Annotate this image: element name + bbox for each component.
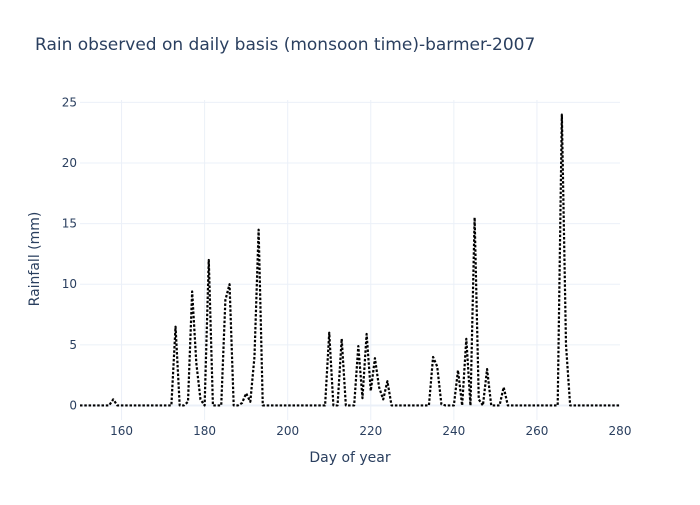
- x-axis-title: Day of year: [309, 450, 391, 466]
- x-tick-label: 280: [609, 424, 632, 438]
- x-tick-label: 260: [525, 424, 548, 438]
- y-tick-label: 0: [69, 398, 77, 412]
- series-layer: [80, 113, 620, 407]
- y-axis-title: Rainfall (mm): [27, 212, 43, 307]
- x-tick-label: 240: [442, 424, 465, 438]
- x-tick-label: 200: [276, 424, 299, 438]
- x-tick-label: 160: [110, 424, 133, 438]
- tick-label-layer: 160 180 200 220 240 260 280 0 5 10 15 20 25: [62, 95, 632, 438]
- y-tick-label: 10: [62, 277, 77, 291]
- rainfall-series-line: [80, 113, 620, 407]
- y-tick-label: 15: [62, 217, 77, 231]
- y-tick-label: 20: [62, 156, 77, 170]
- x-tick-label: 220: [359, 424, 382, 438]
- chart-title: Rain observed on daily basis (monsoon ti…: [35, 35, 535, 55]
- y-tick-label: 5: [69, 338, 77, 352]
- y-tick-label: 25: [62, 95, 77, 109]
- x-tick-label: 180: [193, 424, 216, 438]
